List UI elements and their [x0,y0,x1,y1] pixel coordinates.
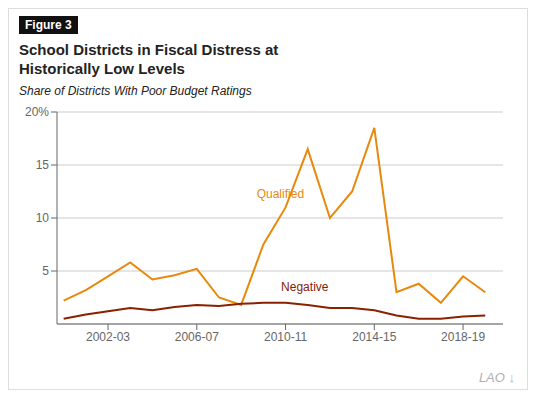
svg-text:2014-15: 2014-15 [352,330,396,344]
svg-text:5: 5 [42,264,49,278]
svg-text:2006-07: 2006-07 [175,330,219,344]
svg-text:2002-03: 2002-03 [86,330,130,344]
html-text:LAO ↓: LAO ↓ [478,370,515,385]
html-text:Share of Districts With Poor B: Share of Districts With Poor Budget Rati… [19,84,252,98]
html-text:Figure 3: Figure 3 [25,18,72,32]
svg-text:Qualified: Qualified [257,187,304,201]
html-text:School Districts in Fiscal Dis: School Districts in Fiscal Distress at [19,41,279,58]
html-text:Historically Low Levels: Historically Low Levels [19,60,185,77]
svg-text:2018-19: 2018-19 [441,330,485,344]
svg-text:2010-11: 2010-11 [264,330,307,344]
svg-text:15: 15 [36,158,50,172]
svg-text:Negative: Negative [281,280,329,294]
svg-text:20%: 20% [25,105,49,119]
svg-text:10: 10 [36,211,50,225]
